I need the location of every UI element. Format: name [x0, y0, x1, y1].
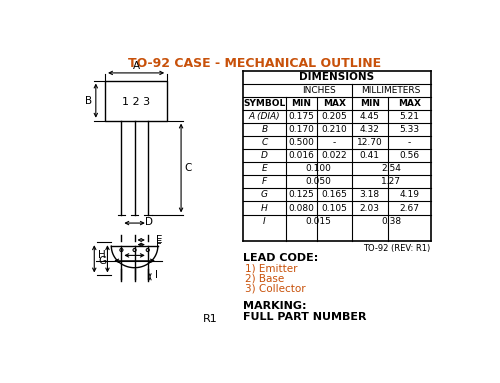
Text: MILLIMETERS: MILLIMETERS [362, 86, 421, 95]
Text: B: B [262, 125, 268, 134]
Text: 0.080: 0.080 [288, 203, 314, 213]
Text: 1) Emitter: 1) Emitter [246, 264, 298, 273]
Text: 4.19: 4.19 [400, 190, 419, 200]
Text: 0.170: 0.170 [288, 125, 314, 134]
Text: 0.105: 0.105 [321, 203, 347, 213]
Text: 0.022: 0.022 [322, 151, 347, 160]
Text: 0.015: 0.015 [306, 217, 332, 226]
Text: INCHES: INCHES [302, 86, 336, 95]
Text: R1: R1 [202, 314, 217, 324]
Text: SYMBOL: SYMBOL [244, 99, 286, 108]
Text: 0.175: 0.175 [288, 112, 314, 121]
Text: 12.70: 12.70 [357, 138, 382, 147]
Text: MIN: MIN [360, 99, 380, 108]
Text: D: D [261, 151, 268, 160]
Text: 0.500: 0.500 [288, 138, 314, 147]
Text: MAX: MAX [322, 99, 345, 108]
Text: G: G [98, 256, 106, 266]
Text: I: I [263, 217, 266, 226]
Text: F: F [156, 240, 162, 250]
Text: 0.38: 0.38 [381, 217, 401, 226]
Text: E: E [156, 235, 163, 245]
Text: G: G [261, 190, 268, 200]
Text: MAX: MAX [398, 99, 421, 108]
Text: 0.125: 0.125 [288, 190, 314, 200]
Text: F: F [262, 177, 267, 187]
Text: 0.205: 0.205 [322, 112, 347, 121]
Text: H: H [98, 250, 106, 260]
Text: 0.56: 0.56 [399, 151, 419, 160]
Text: 3.18: 3.18 [360, 190, 380, 200]
Text: H: H [261, 203, 268, 213]
Text: 5.21: 5.21 [400, 112, 419, 121]
Text: 5.33: 5.33 [399, 125, 419, 134]
Text: 2.03: 2.03 [360, 203, 380, 213]
Text: 0.210: 0.210 [322, 125, 347, 134]
Text: A: A [132, 61, 140, 71]
Text: FULL PART NUMBER: FULL PART NUMBER [243, 312, 366, 322]
Text: C: C [262, 138, 268, 147]
Text: D: D [146, 217, 154, 227]
Text: B: B [84, 96, 91, 106]
Text: TO-92 (REV: R1): TO-92 (REV: R1) [364, 244, 430, 253]
Text: LEAD CODE:: LEAD CODE: [243, 253, 318, 263]
Text: I: I [156, 270, 158, 280]
Text: 2.67: 2.67 [400, 203, 419, 213]
Text: MARKING:: MARKING: [243, 301, 306, 311]
Text: DIMENSIONS: DIMENSIONS [300, 72, 374, 82]
Text: E: E [262, 164, 268, 173]
Text: 0.165: 0.165 [321, 190, 347, 200]
Text: -: - [332, 138, 336, 147]
Text: 4.32: 4.32 [360, 125, 380, 134]
Text: 2) Base: 2) Base [246, 273, 284, 283]
Bar [105, 80, 167, 121]
Text: 0.016: 0.016 [288, 151, 314, 160]
Text: TO-92 CASE - MECHANICAL OUTLINE: TO-92 CASE - MECHANICAL OUTLINE [128, 57, 382, 70]
Text: 0.050: 0.050 [306, 177, 332, 187]
Text: C: C [184, 163, 192, 173]
Text: 1 2 3: 1 2 3 [122, 97, 150, 107]
Text: 2.54: 2.54 [381, 164, 401, 173]
Text: -: - [408, 138, 411, 147]
Text: 0.100: 0.100 [306, 164, 332, 173]
Text: 4.45: 4.45 [360, 112, 380, 121]
Text: A (DIA): A (DIA) [248, 112, 280, 121]
Text: 3) Collector: 3) Collector [246, 283, 306, 293]
Text: 1.27: 1.27 [381, 177, 401, 187]
Text: MIN: MIN [291, 99, 311, 108]
Text: 0.41: 0.41 [360, 151, 380, 160]
